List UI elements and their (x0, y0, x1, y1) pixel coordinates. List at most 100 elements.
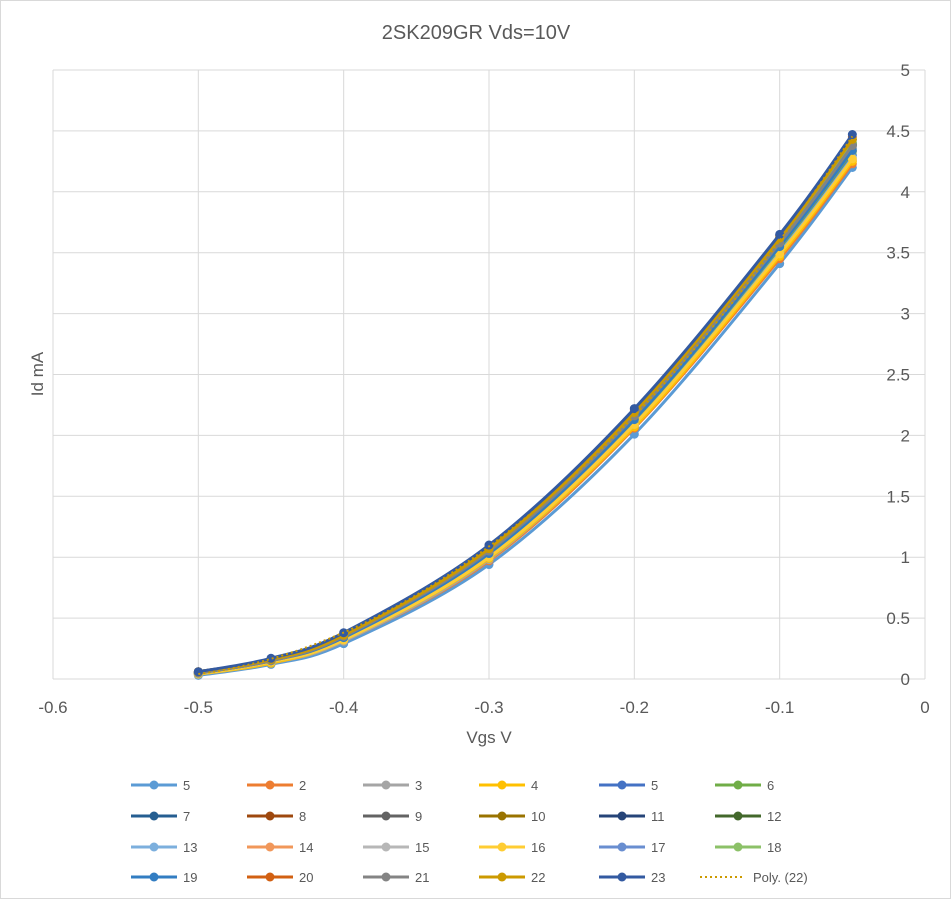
series-18 (193, 138, 857, 678)
y-tick-label: 5 (901, 61, 910, 80)
y-axis-title: Id mA (28, 351, 47, 396)
series-20 (193, 132, 857, 677)
legend-marker (497, 780, 507, 790)
series-10 (193, 141, 857, 678)
legend-label: 5 (183, 778, 190, 793)
legend-label: 13 (183, 840, 197, 855)
y-tick-label: 2.5 (886, 366, 910, 385)
legend-label: 11 (651, 809, 665, 824)
legend-marker (381, 842, 391, 852)
series-16 (193, 154, 857, 679)
legend-item: 22 (479, 870, 545, 885)
legend-label: 7 (183, 809, 190, 824)
series-line (198, 148, 854, 675)
x-tick-label: -0.3 (474, 698, 503, 717)
series-line (198, 144, 854, 675)
series-19 (193, 145, 857, 678)
series-line (198, 160, 854, 676)
series-line (198, 149, 854, 675)
data-point (847, 154, 857, 164)
x-axis-title: Vgs V (466, 728, 512, 747)
series-line (198, 138, 854, 674)
legend-item: 13 (131, 840, 197, 855)
series-15 (193, 144, 857, 678)
y-tick-label: 3 (901, 305, 910, 324)
legend-item: 6 (715, 778, 774, 793)
legend-marker (265, 842, 275, 852)
legend-item: 14 (247, 840, 313, 855)
legend-item: 5 (599, 778, 658, 793)
legend-marker (149, 811, 159, 821)
legend-label: 9 (415, 809, 422, 824)
legend-item: 11 (599, 809, 665, 824)
legend-marker (149, 842, 159, 852)
legend-label: 23 (651, 870, 665, 885)
data-point (193, 667, 203, 677)
x-tick-label: -0.2 (620, 698, 649, 717)
legend-item: 16 (479, 840, 545, 855)
y-tick-label: 0 (901, 670, 910, 689)
legend-item: 2 (247, 778, 306, 793)
x-tick-label: -0.4 (329, 698, 358, 717)
y-tick-label: 3.5 (886, 244, 910, 263)
legend-item: Poly. (22) (700, 870, 808, 885)
series-line (198, 143, 854, 675)
series-13 (193, 153, 857, 679)
series-23 (193, 130, 857, 677)
y-axis-ticks: 0 0.5 1 1.5 2 2.5 3 3.5 4 4.5 5 (886, 61, 910, 689)
legend-label: 22 (531, 870, 545, 885)
legend-item: 4 (479, 778, 538, 793)
series-2 (193, 159, 857, 679)
legend-item: 18 (715, 840, 781, 855)
legend-marker (617, 780, 627, 790)
series-line (198, 136, 854, 674)
legend-marker (733, 842, 743, 852)
y-tick-label: 0.5 (886, 609, 910, 628)
legend-marker (149, 780, 159, 790)
legend-marker (265, 811, 275, 821)
data-point (484, 540, 494, 550)
series-line (198, 147, 854, 675)
series-22 (193, 134, 857, 677)
data-point (847, 130, 857, 140)
legend-marker (733, 811, 743, 821)
legend-item: 19 (131, 870, 197, 885)
series-9 (193, 139, 857, 678)
series-line (198, 158, 854, 676)
legend-marker (381, 780, 391, 790)
legend-label: 19 (183, 870, 197, 885)
x-tick-label: -0.6 (38, 698, 67, 717)
series-1 (193, 162, 857, 680)
data-point (266, 653, 276, 663)
legend-label: 16 (531, 840, 545, 855)
legend-label: 4 (531, 778, 538, 793)
series-line (198, 154, 854, 675)
data-point (775, 229, 785, 239)
legend-marker (617, 811, 627, 821)
series-6 (193, 147, 857, 678)
legend-label: 20 (299, 870, 313, 885)
series-line (198, 149, 854, 675)
legend-item: 9 (363, 809, 422, 824)
legend-label: 17 (651, 840, 665, 855)
series-21 (193, 141, 857, 678)
legend-label: 14 (299, 840, 313, 855)
legend-item: 3 (363, 778, 422, 793)
series-line (198, 144, 854, 675)
legend-label: 15 (415, 840, 429, 855)
legend-marker (149, 872, 159, 882)
legend-marker (733, 780, 743, 790)
legend-item: 7 (131, 809, 190, 824)
legend-marker (265, 780, 275, 790)
legend-item: 10 (479, 809, 545, 824)
legend-label: 5 (651, 778, 658, 793)
x-tick-label: 0 (920, 698, 929, 717)
data-point (629, 404, 639, 414)
series-11 (193, 134, 857, 677)
y-tick-label: 1 (901, 548, 910, 567)
series-line (198, 166, 854, 677)
trendline (198, 135, 854, 676)
